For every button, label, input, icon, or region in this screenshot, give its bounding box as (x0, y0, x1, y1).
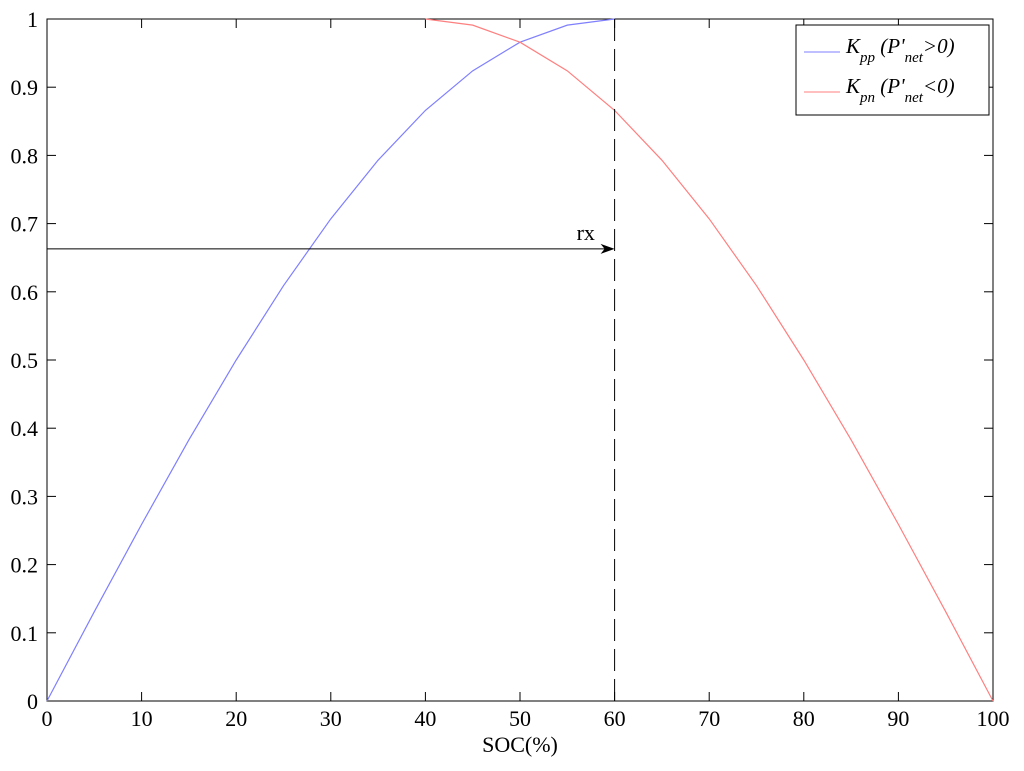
x-tick-label: 50 (509, 706, 531, 731)
y-tick-label: 0.8 (11, 143, 39, 168)
series-line-kpn (425, 18, 994, 702)
x-tick-label: 40 (414, 706, 436, 731)
y-tick-label: 0.1 (11, 621, 39, 646)
y-tick-label: 0.7 (11, 212, 39, 237)
y-tick-label: 0.6 (11, 280, 39, 305)
annotations: rx (47, 19, 616, 701)
y-tick-label: 1 (27, 7, 38, 32)
x-tick-label: 0 (42, 706, 53, 731)
legend-entry-kpn: Kpn (P'net<0) (845, 74, 955, 106)
x-tick-label: 10 (131, 706, 153, 731)
x-tick-label: 80 (793, 706, 815, 731)
x-tick-label: 100 (977, 706, 1010, 731)
x-axis-label: SOC(%) (482, 732, 558, 757)
tick-labels: 0 10 20 30 40 50 60 70 80 90 100 0 0.1 0.2 0.3 0.4 0.5 0.… (11, 7, 1010, 731)
legend-box (795, 24, 990, 116)
legend-entry-kpp: Kpp (P'net>0) (845, 34, 955, 66)
y-tick-label: 0.5 (11, 348, 39, 373)
arrow-label: rx (577, 220, 595, 245)
series (46, 18, 994, 702)
plot-frame (46, 18, 994, 702)
legend: Kpp (P'net>0) Kpn (P'net<0) (795, 24, 990, 116)
x-tick-label: 30 (320, 706, 342, 731)
x-tick-label: 70 (698, 706, 720, 731)
x-tick-label: 60 (604, 706, 626, 731)
y-tick-label: 0 (27, 689, 38, 714)
x-tick-label: 20 (225, 706, 247, 731)
arrow-head (600, 243, 615, 254)
y-tick-label: 0.2 (11, 553, 39, 578)
y-tick-label: 0.9 (11, 75, 39, 100)
y-tick-label: 0.3 (11, 484, 39, 509)
y-tick-label: 0.4 (11, 416, 39, 441)
x-tick-label: 90 (887, 706, 909, 731)
